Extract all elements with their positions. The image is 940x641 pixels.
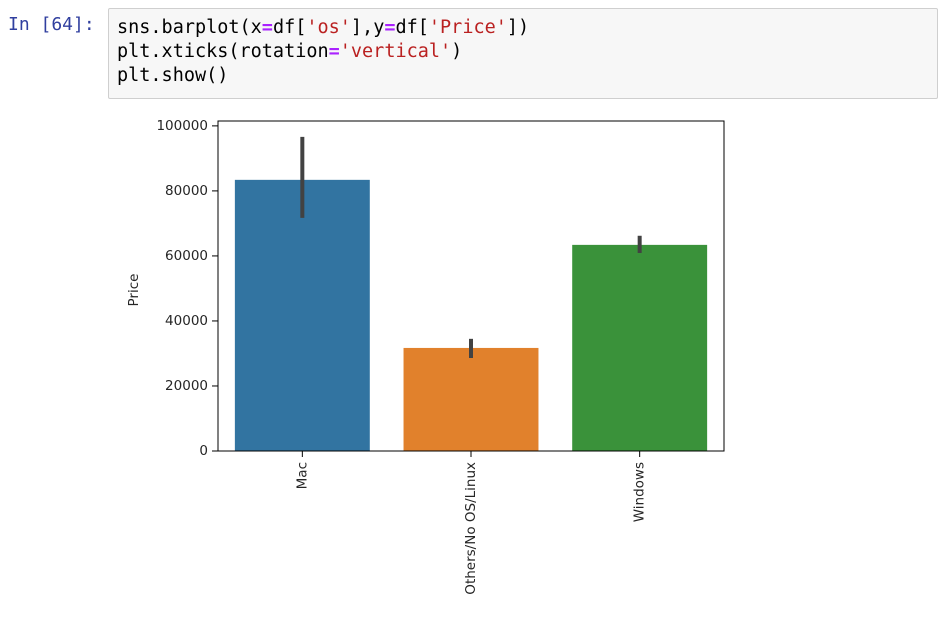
- y-tick-label: 20000: [165, 378, 208, 394]
- y-tick-label: 60000: [165, 248, 208, 264]
- x-tick-label: Mac: [294, 462, 310, 489]
- y-tick-label: 100000: [156, 118, 208, 134]
- prompt: In [64]:: [8, 14, 95, 35]
- x-tick-label: Windows: [632, 462, 648, 522]
- bar: [572, 244, 708, 451]
- code-line: plt.xticks(rotation='vertical'): [117, 41, 463, 62]
- y-tick-label: 0: [199, 443, 208, 459]
- x-tick-label: Others/No OS/Linux: [463, 462, 479, 595]
- code-cell[interactable]: sns.barplot(x=df['os'],y=df['Price']) pl…: [108, 8, 938, 99]
- axes-frame: [217, 120, 725, 452]
- y-tick-label: 80000: [165, 183, 208, 199]
- y-tick-label: 40000: [165, 313, 208, 329]
- y-axis-label: Price: [126, 274, 142, 307]
- bar: [234, 179, 370, 451]
- bar: [403, 347, 539, 451]
- code-line: plt.show(): [117, 65, 229, 86]
- code-line: sns.barplot(x=df['os'],y=df['Price']): [117, 17, 530, 38]
